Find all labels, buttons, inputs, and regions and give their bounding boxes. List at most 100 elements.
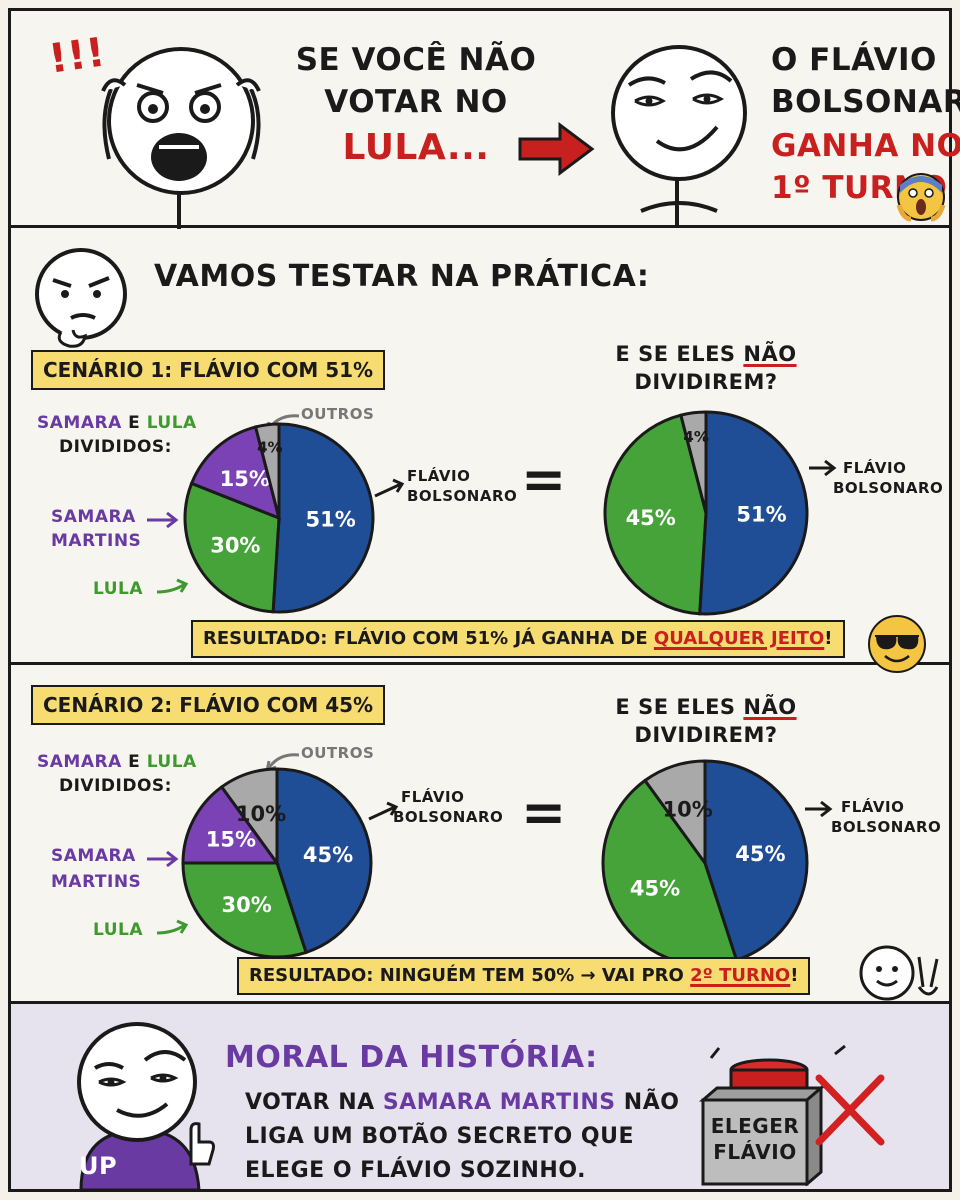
button-label-2: FLÁVIO <box>713 1140 797 1164</box>
pie-slice-label: 4% <box>257 438 282 456</box>
result-1-highlight: QUALQUER JEITO <box>653 628 825 649</box>
result-2-end: ! <box>790 965 799 986</box>
equals-sign-1: = <box>521 448 567 511</box>
arrow-flavio-2-icon <box>809 459 837 477</box>
pie-slice-label: 45% <box>735 842 785 866</box>
pie-slice <box>253 422 281 519</box>
pie-slice-label: 51% <box>306 508 356 532</box>
eleger-button-icon <box>699 1044 885 1186</box>
moral-line-2: LIGA UM BOTÃO SECRETO QUE <box>245 1124 634 1149</box>
pie-slice-label: 10% <box>236 802 286 826</box>
moral-line-1-pre: VOTAR NA <box>245 1090 383 1115</box>
label-lula-arrow-2: LULA <box>93 920 144 940</box>
label-lula-2: LULA <box>146 752 197 772</box>
pie-slice <box>642 759 707 868</box>
moral-line-1-post: NÃO <box>615 1090 680 1115</box>
pie-slice <box>271 422 375 614</box>
label-samara-martins-1: SAMARA <box>51 507 136 527</box>
label-samara-martins-2: MARTINS <box>51 531 142 551</box>
question-1: E SE ELES NÃO <box>601 340 811 368</box>
smug-face-icon <box>611 45 747 225</box>
label-flavio-3a: FLÁVIO <box>401 788 465 806</box>
pie-slice <box>189 425 282 521</box>
pie-slice-label: 10% <box>663 798 713 822</box>
panel-scenario-1: VAMOS TESTAR NA PRÁTICA: CENÁRIO 1: FLÁV… <box>11 228 949 673</box>
label-samara-martins-2b: MARTINS <box>51 872 142 892</box>
label-divididos-2: DIVIDIDOS: <box>59 776 172 796</box>
pie-slice-label: 51% <box>736 503 786 527</box>
scenario-2-title: CENÁRIO 2: FLÁVIO COM 45% <box>31 685 386 725</box>
label-outros-2: OUTROS <box>301 744 375 762</box>
label-divididos: DIVIDIDOS: <box>59 437 172 457</box>
pie-chart-3: 45% 30% 15%10% <box>181 767 373 959</box>
intro-right-1: O FLÁVIO <box>771 42 937 78</box>
pie-slice <box>219 767 279 868</box>
pie-chart-1: 51% 30% 15% 4% <box>183 422 375 614</box>
label-flavio-2b: BOLSONARO <box>833 479 944 497</box>
pie-slice-label: 45% <box>626 506 676 530</box>
label-flavio-4a: FLÁVIO <box>841 798 905 816</box>
moral-heading: MORAL DA HISTÓRIA: <box>225 1040 598 1075</box>
arrow-lula-2-icon <box>156 919 189 935</box>
pie-slice <box>183 481 281 614</box>
question-1-nao: NÃO <box>743 342 797 366</box>
label-e-2: E <box>121 752 147 772</box>
arrow-samara-icon <box>147 511 179 529</box>
red-arrow-icon <box>518 122 595 176</box>
label-samara-martins-2a: SAMARA <box>51 846 136 866</box>
comic-page: !!! SE VOCÊ NÃO VOTAR NO LULA... <box>8 8 960 1192</box>
pie-chart-4: 45% 45% 10% <box>601 759 809 967</box>
peace-sign-face-icon <box>859 945 939 1001</box>
label-flavio-2a: FLÁVIO <box>843 459 907 477</box>
pie-slice <box>181 784 280 865</box>
intro-right-2: BOLSONARO <box>771 84 960 120</box>
pie-slice <box>181 861 308 959</box>
pie-slice <box>603 413 708 616</box>
pie-slice-label: 30% <box>221 893 271 917</box>
shirt-label: UP <box>79 1152 118 1180</box>
label-samara-lula-2: SAMARA E LULA <box>37 751 197 773</box>
label-samara-lula: SAMARA E LULA <box>37 412 197 434</box>
test-heading: VAMOS TESTAR NA PRÁTICA: <box>154 259 650 294</box>
pie-slice-label: 4% <box>683 428 708 446</box>
pie-slice <box>679 410 708 514</box>
arrow-flavio-4-icon <box>805 800 833 818</box>
arrow-flavio-3-icon <box>368 801 399 821</box>
label-flavio-1b: BOLSONARO <box>407 487 518 505</box>
result-1-end: ! <box>824 628 833 649</box>
pie-slice <box>275 767 373 955</box>
pie-chart-2: 51% 45% 4% <box>603 410 809 616</box>
question-2-pre: E SE ELES <box>615 695 744 719</box>
result-1-text: RESULTADO: FLÁVIO COM 51% JÁ GANHA DE <box>203 628 654 649</box>
equals-sign-2: = <box>521 781 567 844</box>
label-flavio-3b: BOLSONARO <box>393 808 504 826</box>
question-2: E SE ELES NÃO <box>601 693 811 721</box>
arrow-samara-2-icon <box>147 850 179 868</box>
pie-slice-label: 45% <box>630 876 680 900</box>
scenario-1-title: CENÁRIO 1: FLÁVIO COM 51% <box>31 350 386 390</box>
scared-face-icon <box>101 47 261 229</box>
question-2-nao: NÃO <box>743 695 797 719</box>
screaming-emoji-icon <box>896 173 946 222</box>
arrow-flavio-1-icon <box>374 478 405 498</box>
label-flavio-1a: FLÁVIO <box>407 467 471 485</box>
panel-moral: UP MORAL DA HISTÓRIA: VOTAR NA SAMARA MA… <box>11 1004 949 1190</box>
pie-slice <box>703 759 809 962</box>
question-2-line2: DIVIDIREM? <box>634 723 778 747</box>
label-lula: LULA <box>146 413 197 433</box>
question-1-pre: E SE ELES <box>615 342 744 366</box>
label-samara: SAMARA <box>37 413 122 433</box>
moral-line-3: ELEGE O FLÁVIO SOZINHO. <box>245 1158 586 1183</box>
thinking-face-icon <box>35 248 127 348</box>
pie-slice-label: 45% <box>303 843 353 867</box>
label-flavio-4b: BOLSONARO <box>831 818 942 836</box>
pie-slice-label: 30% <box>210 534 260 558</box>
label-e: E <box>121 413 147 433</box>
label-lula-arrow: LULA <box>93 579 144 599</box>
pie-slice-label: 15% <box>206 828 256 852</box>
result-2: RESULTADO: NINGUÉM TEM 50% → VAI PRO 2º … <box>237 957 811 995</box>
question-1-line2: DIVIDIREM? <box>634 370 778 394</box>
intro-right-3: GANHA NO <box>771 128 960 164</box>
label-outros: OUTROS <box>301 405 375 423</box>
result-1: RESULTADO: FLÁVIO COM 51% JÁ GANHA DE QU… <box>191 620 845 658</box>
